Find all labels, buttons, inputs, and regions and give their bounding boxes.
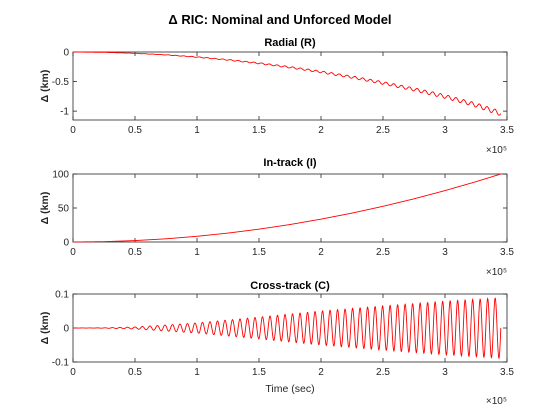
crosstrack-ticks: 0 0.5 1 1.5 2 2.5 3 3.50.10-0.1 <box>52 290 515 379</box>
radial-xtick-label: 1.5 <box>252 125 266 136</box>
intrack-x-multiplier: ×10⁵ <box>486 267 507 278</box>
radial-xtick-label: 1 <box>194 125 200 136</box>
intrack-xtick-label: 2 <box>318 247 324 258</box>
intrack-xtick-label: 3 <box>442 247 448 258</box>
crosstrack-ytick-label: -0.1 <box>52 358 70 369</box>
crosstrack-x-multiplier: ×10⁵ <box>486 396 507 407</box>
intrack-plot-area <box>72 173 508 243</box>
intrack-xtick-label: 1.5 <box>252 247 266 258</box>
radial-plot-area <box>72 51 508 121</box>
intrack-panel: In-track (I) 0 0.5 1 1.5 2 2.5 3 3.5 0 50 100 Δ (k… <box>39 157 514 278</box>
radial-xtick-label: 0.5 <box>128 125 142 136</box>
crosstrack-xtick-label: 1.5 <box>252 367 266 378</box>
crosstrack-panel: Cross-track (C) 0 0.5 1 1.5 2 2.5 3 3.50.10-0.1… <box>39 280 514 407</box>
radial-xtick-label: 2 <box>318 125 324 136</box>
radial-ytick-label: -0.5 <box>52 77 70 88</box>
intrack-xtick-label: 1 <box>194 247 200 258</box>
crosstrack-ytick-label: 0 <box>63 324 69 335</box>
intrack-ytick-label: 50 <box>58 204 70 215</box>
crosstrack-xtick-label: 3.5 <box>500 367 514 378</box>
radial-ytick-label: -1 <box>60 107 69 118</box>
crosstrack-xtick-label: 2.5 <box>376 367 390 378</box>
intrack-title: In-track (I) <box>263 157 317 169</box>
intrack-xtick-label: 0 <box>70 247 76 258</box>
radial-title: Radial (R) <box>264 37 316 49</box>
radial-xtick-label: 3 <box>442 125 448 136</box>
radial-xtick-label: 0 <box>70 125 76 136</box>
radial-ylabel: Δ (km) <box>39 70 51 103</box>
radial-line <box>73 51 502 116</box>
crosstrack-xtick-label: 1 <box>194 367 200 378</box>
intrack-ylabel: Δ (km) <box>39 192 51 225</box>
crosstrack-xtick-label: 3 <box>442 367 448 378</box>
crosstrack-xtick-label: 0 <box>70 367 76 378</box>
intrack-ticks: 0 0.5 1 1.5 2 2.5 3 3.5 0 50 100 <box>52 170 514 259</box>
crosstrack-xtick-label: 2 <box>318 367 324 378</box>
crosstrack-line <box>73 297 502 360</box>
crosstrack-ylabel: Δ (km) <box>39 312 51 345</box>
crosstrack-xlabel: Time (sec) <box>265 383 314 395</box>
radial-ytick-label: 0 <box>63 48 69 59</box>
crosstrack-ytick-label: 0.1 <box>55 290 69 301</box>
crosstrack-xtick-label: 0.5 <box>128 367 142 378</box>
figure-title: Δ RIC: Nominal and Unforced Model <box>168 12 391 27</box>
radial-panel: Radial (R) 0 0.5 1 1.5 2 2.5 3 3.5 0 -0.5 -1 Δ (km… <box>39 37 514 156</box>
radial-xtick-label: 2.5 <box>376 125 390 136</box>
intrack-xtick-label: 2.5 <box>376 247 390 258</box>
radial-x-multiplier: ×10⁵ <box>486 145 507 156</box>
intrack-xtick-label: 0.5 <box>128 247 142 258</box>
intrack-xtick-label: 3.5 <box>500 247 514 258</box>
intrack-line <box>73 173 501 243</box>
crosstrack-title: Cross-track (C) <box>250 280 330 292</box>
radial-xtick-label: 3.5 <box>500 125 514 136</box>
intrack-ytick-label: 0 <box>63 238 69 249</box>
radial-ticks: 0 0.5 1 1.5 2 2.5 3 3.5 0 -0.5 -1 <box>52 48 515 137</box>
intrack-ytick-label: 100 <box>52 170 69 181</box>
